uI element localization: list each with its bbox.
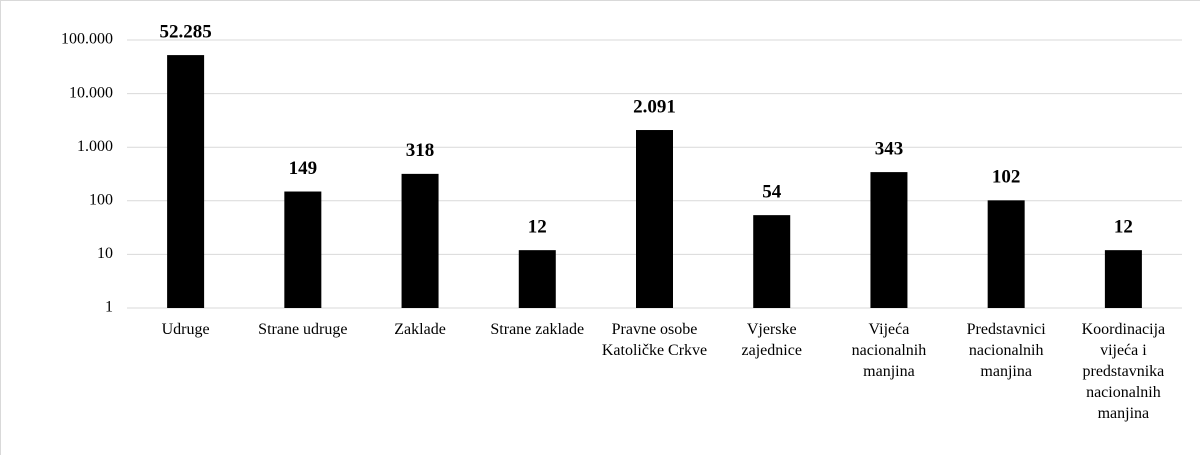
data-label: 318 [406, 140, 435, 161]
bar [753, 215, 791, 308]
data-label: 12 [1114, 217, 1133, 238]
x-tick-label: Strane zaklade [490, 321, 584, 338]
x-tick-label: Pravne osobe Katoličke Crkve [602, 321, 707, 359]
data-label: 343 [875, 138, 904, 159]
bar [1104, 250, 1142, 308]
y-tick-label: 100 [89, 191, 113, 208]
x-tick-label: Vjerske zajednice [742, 321, 802, 359]
x-tick-label: Strane udruge [258, 321, 347, 338]
bar [870, 172, 908, 308]
x-tick-label: Vijeća nacionalnih manjina [852, 321, 927, 380]
y-tick-label: 1 [105, 299, 113, 316]
x-tick-label: Zaklade [394, 321, 446, 338]
data-label: 2.091 [633, 96, 676, 117]
data-label: 52.285 [159, 21, 211, 42]
bar [987, 200, 1025, 308]
y-tick-label: 10 [97, 245, 113, 262]
x-tick-label: Predstavnici nacionalnih manjina [967, 321, 1047, 380]
y-tick-label: 100.000 [61, 31, 113, 48]
data-label: 12 [528, 217, 547, 238]
y-tick-label: 10.000 [69, 84, 113, 101]
y-tick-label: 1.000 [77, 138, 113, 155]
bar [636, 130, 673, 308]
bar [284, 191, 322, 308]
x-tick-label: Udruge [162, 321, 210, 338]
x-tick-label: Koordinacija vijeća i predstavnika nacional… [1082, 321, 1166, 422]
bar [518, 250, 556, 308]
data-label: 149 [289, 158, 318, 179]
bar [401, 173, 439, 308]
data-label: 54 [762, 182, 782, 203]
data-label: 102 [992, 167, 1021, 188]
bar [167, 55, 205, 308]
